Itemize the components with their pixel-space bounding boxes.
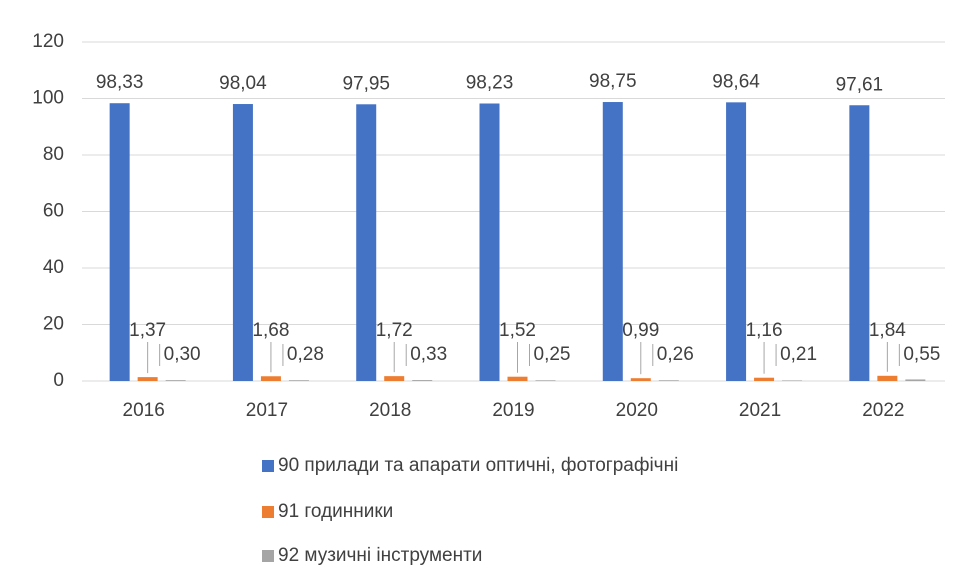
legend-label: 91 годинники	[278, 501, 393, 522]
bar	[754, 377, 775, 381]
y-tick-label: 120	[32, 31, 64, 52]
bar	[658, 380, 679, 381]
bar	[602, 102, 623, 381]
legend-label: 90 прилади та апарати оптичні, фотографі…	[278, 455, 678, 476]
bar	[288, 380, 309, 381]
data-label: 0,33	[410, 344, 447, 365]
data-label: 1,37	[129, 320, 166, 341]
data-label: 97,61	[836, 74, 884, 95]
x-tick-label: 2016	[123, 400, 165, 421]
y-tick-label: 0	[53, 370, 64, 391]
data-label: 0,99	[622, 320, 659, 341]
x-tick-label: 2022	[862, 400, 904, 421]
data-label: 98,64	[712, 71, 760, 92]
data-label: 1,16	[746, 320, 783, 341]
data-label: 0,25	[534, 344, 571, 365]
bar	[630, 378, 651, 381]
x-tick-label: 2021	[739, 400, 781, 421]
legend-label: 92 музичні інструменти	[278, 545, 482, 566]
x-tick-label: 2017	[246, 400, 288, 421]
legend-swatch	[262, 506, 274, 518]
legend-swatch	[262, 460, 274, 472]
data-label: 98,33	[96, 72, 144, 93]
bar	[535, 380, 556, 381]
data-label: 98,04	[219, 73, 267, 94]
data-label: 0,30	[164, 344, 201, 365]
data-label: 0,55	[903, 344, 940, 365]
bar	[137, 377, 158, 381]
bar	[905, 379, 926, 381]
bar	[412, 380, 433, 381]
bar	[356, 104, 377, 381]
data-label: 98,23	[466, 73, 514, 94]
bar	[109, 103, 130, 382]
bar	[877, 375, 898, 381]
data-label: 97,95	[342, 73, 390, 94]
data-label: 0,21	[780, 344, 817, 365]
bar	[507, 376, 528, 381]
bar	[165, 380, 186, 381]
bar	[260, 376, 281, 381]
y-tick-label: 100	[32, 88, 64, 109]
bar	[782, 380, 803, 381]
x-tick-label: 2018	[369, 400, 411, 421]
data-label: 98,75	[589, 71, 637, 92]
y-tick-label: 60	[43, 201, 64, 222]
data-label: 1,68	[252, 320, 289, 341]
bar	[232, 104, 253, 382]
x-tick-label: 2020	[616, 400, 658, 421]
y-tick-label: 80	[43, 144, 64, 165]
x-tick-label: 2019	[492, 400, 534, 421]
bar	[384, 376, 405, 381]
y-tick-label: 40	[43, 257, 64, 278]
data-label: 1,84	[869, 320, 906, 341]
bar	[726, 102, 747, 381]
bar	[479, 103, 500, 382]
legend-swatch	[262, 550, 274, 562]
bar	[849, 105, 870, 382]
data-label: 0,26	[657, 344, 694, 365]
data-label: 1,52	[499, 320, 536, 341]
data-label: 0,28	[287, 344, 324, 365]
y-tick-label: 20	[43, 314, 64, 335]
data-label: 1,72	[376, 320, 413, 341]
